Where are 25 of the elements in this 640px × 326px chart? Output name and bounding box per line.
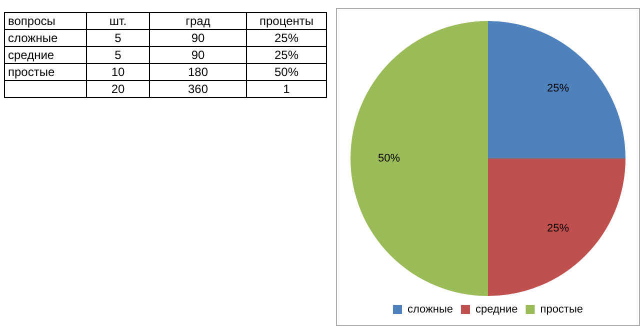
text: сложные <box>4 30 86 46</box>
text: 180 <box>150 64 246 80</box>
legend-label: средние <box>475 304 518 316</box>
legend-label: сложные <box>408 304 453 316</box>
text: 25% <box>246 30 326 46</box>
category-label: проценты <box>246 12 326 30</box>
category-label: град <box>150 12 246 30</box>
text: 10 <box>86 64 150 80</box>
text: 1 <box>246 80 326 98</box>
text: 90 <box>150 46 246 64</box>
category-label: вопросы <box>4 12 86 30</box>
text: 25% <box>246 46 326 64</box>
text: 50% <box>246 64 326 80</box>
data-label: 50% <box>378 152 400 165</box>
text: средние <box>4 46 86 64</box>
data-label: 25% <box>546 82 570 95</box>
text: 90 <box>150 30 246 46</box>
text: простые <box>4 64 86 80</box>
text: 5 <box>86 30 150 46</box>
category-label: шт. <box>86 12 150 30</box>
text: 5 <box>86 46 150 64</box>
legend-label: простые <box>540 304 584 316</box>
text: 20 <box>86 80 150 98</box>
text: 360 <box>150 80 246 98</box>
data-label: 25% <box>546 222 570 235</box>
